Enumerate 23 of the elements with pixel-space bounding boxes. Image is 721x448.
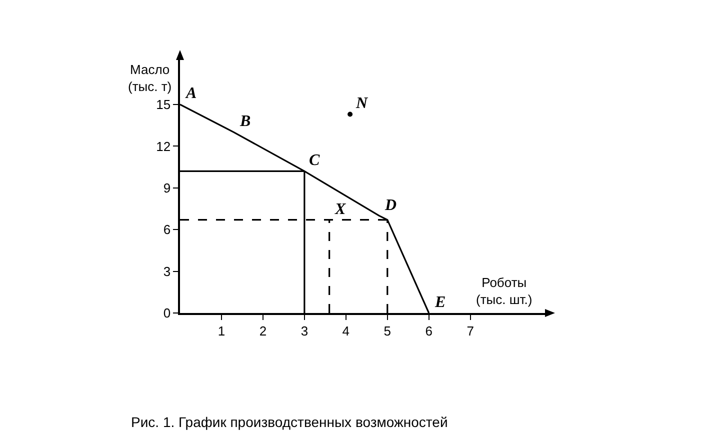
x-tick-label: 1 [218,323,226,338]
x-tick-label: 3 [300,323,308,338]
annotation: N [355,95,369,112]
x-tick-label: 5 [384,323,392,338]
annotation: B [239,113,251,130]
y-tick-label: 15 [156,97,171,112]
y-tick-label: 0 [163,306,171,321]
y-tick-label: 12 [156,138,171,154]
x-tick-label: 6 [425,323,432,338]
annotation: E [434,294,446,311]
annotation: A [185,85,197,102]
annotation: D [384,197,397,214]
x-tick-label: 7 [466,323,474,338]
y-tick-label: 9 [163,180,171,196]
annotation: X [334,201,346,218]
x-tick-label: 4 [342,323,350,338]
annotation: C [309,152,320,169]
y-tick-label: 6 [163,222,171,238]
y-axis-title: Масло (тыс. т) [128,62,172,94]
x-tick-label: 2 [259,323,267,338]
text: Рис. 1. График производственных возможностей [131,414,448,430]
y-tick-label: 3 [163,264,171,279]
x-axis-title: Роботы (тыс. шт.) [476,275,532,307]
